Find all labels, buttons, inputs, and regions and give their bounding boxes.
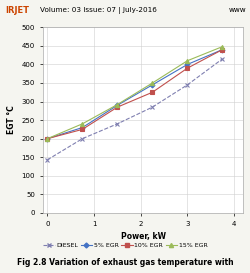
Y-axis label: EGT °C: EGT °C: [7, 106, 16, 135]
Text: Fig 2.8 Variation of exhaust gas temperature with: Fig 2.8 Variation of exhaust gas tempera…: [17, 258, 233, 267]
X-axis label: Power, kW: Power, kW: [120, 232, 165, 241]
Text: Volume: 03 Issue: 07 | July-2016: Volume: 03 Issue: 07 | July-2016: [40, 7, 156, 14]
Text: www: www: [228, 7, 245, 13]
Legend: DIESEL, 5% EGR, 10% EGR, 15% EGR: DIESEL, 5% EGR, 10% EGR, 15% EGR: [43, 242, 207, 248]
Text: IRJET: IRJET: [5, 6, 29, 15]
